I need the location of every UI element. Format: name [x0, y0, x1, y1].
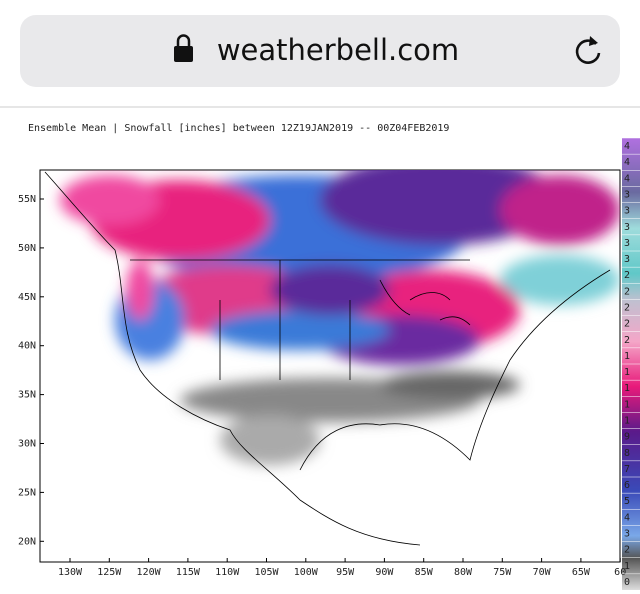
address-bar[interactable] [20, 15, 620, 87]
lon-label: 70W [533, 567, 552, 578]
colorbar-label: 2 [624, 319, 630, 330]
lon-label: 80W [454, 567, 473, 578]
colorbar-label: 2 [624, 335, 630, 346]
colorbar-label: 1 [624, 416, 630, 427]
colorbar-label: 2 [624, 303, 630, 314]
colorbar-label: 3 [624, 238, 630, 249]
lon-label: 90W [375, 567, 394, 578]
colorbar-label: 1 [624, 383, 630, 394]
colorbar-label: 2 [624, 270, 630, 281]
lat-label: 25N [18, 487, 36, 498]
lon-label: 95W [336, 567, 355, 578]
lat-label: 50N [18, 243, 36, 254]
lat-label: 40N [18, 341, 36, 352]
lat-label: 20N [18, 536, 36, 547]
colorbar-label: 3 [624, 222, 630, 233]
lon-label: 115W [176, 567, 201, 578]
snowfall-map [44, 170, 620, 546]
colorbar-label: 3 [624, 254, 630, 265]
lon-label: 100W [294, 567, 319, 578]
lat-label: 45N [18, 292, 36, 303]
lon-label: 120W [137, 567, 162, 578]
colorbar-label: 4 [624, 512, 630, 523]
colorbar-label: 4 [624, 173, 630, 184]
colorbar-label: 2 [624, 286, 630, 297]
map-title: Ensemble Mean | Snowfall [inches] betwee… [28, 123, 449, 134]
lon-label: 60 [614, 567, 626, 578]
lon-label: 85W [415, 567, 434, 578]
lon-label: 110W [215, 567, 240, 578]
colorbar-label: 8 [624, 448, 630, 459]
colorbar-label: 6 [624, 480, 630, 491]
colorbar-label: 5 [624, 496, 630, 507]
colorbar-label: 3 [624, 190, 630, 201]
reload-button[interactable] [575, 36, 601, 64]
colorbar-label: 3 [624, 529, 630, 540]
colorbar-label: 0 [624, 577, 630, 588]
colorbar-label: 1 [624, 399, 630, 410]
lon-label: 75W [493, 567, 512, 578]
lon-label: 65W [572, 567, 591, 578]
lat-label: 55N [18, 194, 36, 205]
colorbar-label: 1 [624, 367, 630, 378]
colorbar-label: 1 [624, 351, 630, 362]
lat-label: 30N [18, 439, 36, 450]
colorbar-label: 9 [624, 432, 630, 443]
colorbar-label: 4 [624, 157, 630, 168]
lon-label: 105W [254, 567, 279, 578]
lon-label: 130W [58, 567, 83, 578]
colorbar-label: 4 [624, 141, 630, 152]
colorbar-label: 1 [624, 561, 630, 572]
colorbar-label: 2 [624, 545, 630, 556]
lat-label: 35N [18, 390, 36, 401]
url: weatherbell.com [217, 33, 459, 67]
colorbar-label: 7 [624, 464, 630, 475]
colorbar-label: 3 [624, 206, 630, 217]
lock-icon [174, 34, 193, 62]
lon-label: 125W [97, 567, 122, 578]
